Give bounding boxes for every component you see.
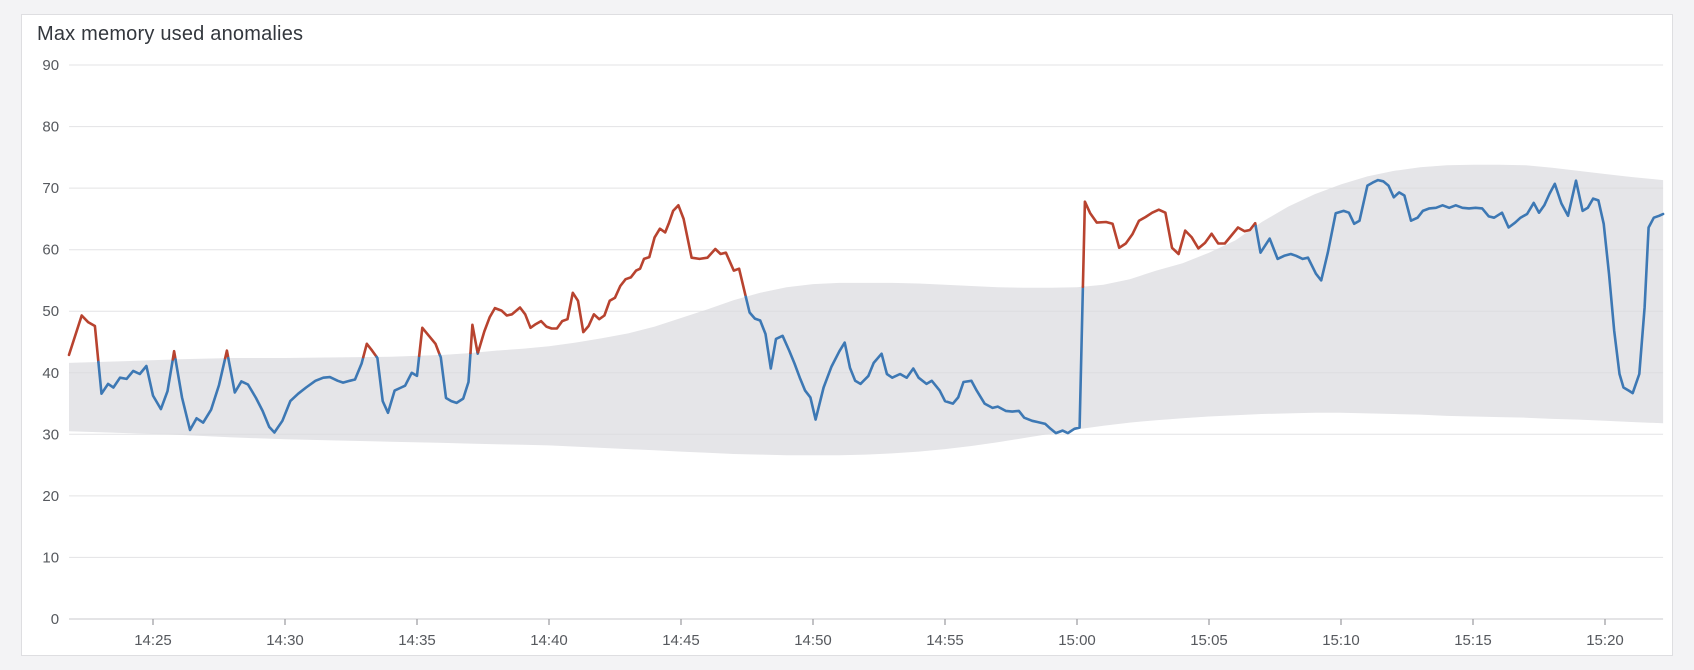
y-axis-tick-label-70: 70 [42,180,59,197]
x-axis-tick-label-14:55: 14:55 [926,632,964,649]
y-axis-tick-label-90: 90 [42,57,59,74]
anomaly-chart-plot-area[interactable]: 0 10 20 30 40 50 60 70 80 90 14:25 14:30 14:35 14:40 1… [22,15,1672,655]
metric-line-segment-15 [1254,178,1665,395]
y-axis-tick-label-50: 50 [42,303,59,320]
y-axis-tick-label-40: 40 [42,365,59,382]
x-axis-tick-label-14:30: 14:30 [266,632,304,649]
metric-line-segment-3 [174,356,227,432]
expected-range-band [69,164,1664,456]
metric-line-anomaly-segment-8 [417,326,442,358]
metric-line-segment-5 [227,355,365,434]
metric-line-anomaly-segment-2 [171,349,177,361]
metric-line-anomaly-segment-14 [1081,200,1257,288]
metric-line-segment-1 [97,358,175,411]
x-axis-tick-label-15:10: 15:10 [1322,632,1360,649]
anomaly-chart-panel: Max memory used anomalies 0 10 20 30 40 50 60 7… [21,14,1673,656]
y-axis-tick-label-10: 10 [42,549,59,566]
y-axis-tick-label-20: 20 [42,488,59,505]
x-axis-tick-label-14:40: 14:40 [530,632,568,649]
x-axis-tick-label-15:15: 15:15 [1454,632,1492,649]
metric-line-segment-13 [744,285,1085,435]
x-axis-tick-label-14:35: 14:35 [398,632,436,649]
metric-line-anomaly-segment-6 [362,342,378,359]
metric-line-anomaly-segment-12 [476,204,748,354]
y-axis-tick-label-0: 0 [51,611,59,628]
y-axis-tick-label-60: 60 [42,242,59,259]
metric-line-anomaly-segment-4 [223,349,230,360]
x-axis-tick-label-14:25: 14:25 [134,632,172,649]
x-axis-tick-label-14:45: 14:45 [662,632,700,649]
metric-line-anomaly-segment-0 [67,314,100,364]
y-axis-tick-label-80: 80 [42,119,59,136]
x-axis-tick-label-15:05: 15:05 [1190,632,1228,649]
y-axis-tick-label-30: 30 [42,426,59,443]
x-axis-tick-label-14:50: 14:50 [794,632,832,649]
metric-line-anomaly-segment-10 [469,323,479,355]
metric-line-segment-9 [438,351,472,405]
x-axis-tick-label-15:20: 15:20 [1586,632,1624,649]
panel-title: Max memory used anomalies [37,23,304,45]
x-axis-tick-label-15:00: 15:00 [1058,632,1096,649]
metric-line-segment-7 [375,354,421,415]
